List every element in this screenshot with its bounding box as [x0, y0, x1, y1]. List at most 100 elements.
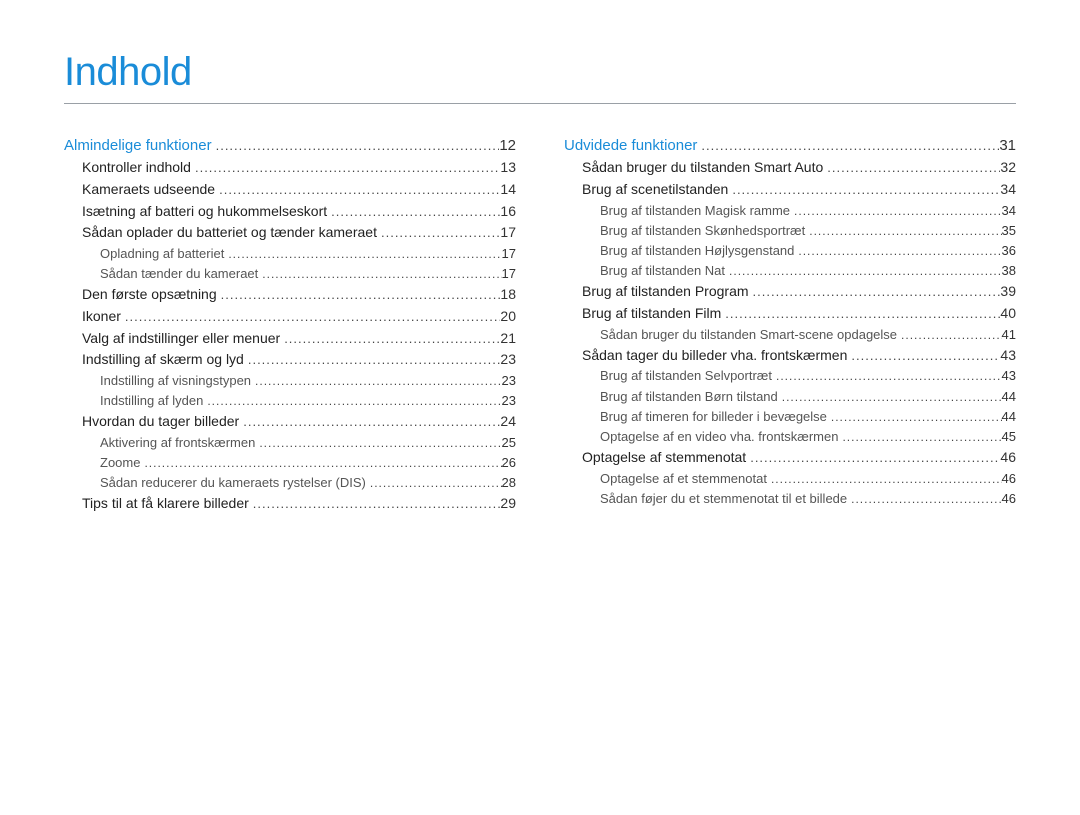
toc-entry-label: Sådan oplader du batteriet og tænder kam… [82, 222, 377, 244]
toc-entry[interactable]: Sådan føjer du et stemmenotat til et bil… [564, 489, 1016, 509]
toc-dot-leader [790, 202, 1002, 221]
toc-page: Indhold Almindelige funktioner12Kontroll… [0, 0, 1080, 815]
toc-entry[interactable]: Optagelse af stemmenotat46 [564, 447, 1016, 469]
toc-entry[interactable]: Den første opsætning18 [64, 284, 516, 306]
toc-entry-page: 44 [1002, 407, 1016, 427]
toc-entry[interactable]: Udvidede funktioner31 [564, 134, 1016, 157]
toc-entry[interactable]: Indstilling af visningstypen23 [64, 371, 516, 391]
toc-entry-page: 34 [1000, 179, 1016, 201]
toc-entry-label: Kontroller indhold [82, 157, 191, 179]
toc-entry[interactable]: Brug af tilstanden Film40 [564, 303, 1016, 325]
title-rule [64, 103, 1016, 104]
toc-dot-leader [239, 412, 500, 432]
toc-entry-page: 43 [1000, 345, 1016, 367]
toc-dot-leader [251, 372, 502, 391]
toc-entry[interactable]: Brug af tilstanden Børn tilstand44 [564, 387, 1016, 407]
toc-entry-label: Brug af scenetilstanden [582, 179, 728, 201]
toc-entry-page: 41 [1002, 325, 1016, 345]
toc-entry-page: 35 [1002, 221, 1016, 241]
toc-entry[interactable]: Brug af tilstanden Højlysgenstand36 [564, 241, 1016, 261]
toc-entry[interactable]: Sådan bruger du tilstanden Smart-scene o… [564, 325, 1016, 345]
toc-dot-leader [827, 408, 1002, 427]
toc-entry[interactable]: Sådan reducerer du kameraets rystelser (… [64, 473, 516, 493]
toc-dot-leader [838, 428, 1001, 447]
toc-entry-label: Isætning af batteri og hukommelseskort [82, 201, 327, 223]
toc-entry-label: Zoome [100, 453, 140, 473]
toc-dot-leader [721, 304, 1000, 324]
toc-entry[interactable]: Brug af tilstanden Selvportræt43 [564, 366, 1016, 386]
toc-entry-label: Optagelse af et stemmenotat [600, 469, 767, 489]
toc-entry[interactable]: Kontroller indhold 13 [64, 157, 516, 179]
toc-entry-label: Hvordan du tager billeder [82, 411, 239, 433]
toc-entry-page: 16 [500, 201, 516, 223]
toc-entry[interactable]: Sådan tænder du kameraet17 [64, 264, 516, 284]
toc-entry-label: Brug af tilstanden Magisk ramme [600, 201, 790, 221]
toc-dot-leader [725, 262, 1002, 281]
toc-entry-label: Brug af tilstanden Program [582, 281, 749, 303]
toc-entry-label: Optagelse af stemmenotat [582, 447, 746, 469]
toc-dot-leader [255, 434, 501, 453]
toc-entry-label: Kameraets udseende [82, 179, 215, 201]
toc-dot-leader [377, 223, 500, 243]
toc-entry[interactable]: Brug af timeren for billeder i bevægelse… [564, 407, 1016, 427]
toc-entry-label: Udvidede funktioner [564, 134, 697, 157]
toc-dot-leader [258, 265, 501, 284]
toc-entry[interactable]: Indstilling af skærm og lyd 23 [64, 349, 516, 371]
toc-entry-label: Brug af tilstanden Skønhedsportræt [600, 221, 805, 241]
toc-dot-leader [728, 180, 1000, 200]
toc-entry[interactable]: Brug af tilstanden Program39 [564, 281, 1016, 303]
toc-entry-label: Aktivering af frontskærmen [100, 433, 255, 453]
toc-entry-page: 13 [500, 157, 516, 179]
toc-entry-label: Optagelse af en video vha. frontskærmen [600, 427, 838, 447]
toc-entry[interactable]: Hvordan du tager billeder 24 [64, 411, 516, 433]
toc-entry[interactable]: Valg af indstillinger eller menuer21 [64, 328, 516, 350]
toc-entry-page: 14 [500, 179, 516, 201]
toc-entry-label: Brug af tilstanden Nat [600, 261, 725, 281]
toc-entry[interactable]: Sådan bruger du tilstanden Smart Auto32 [564, 157, 1016, 179]
toc-entry-label: Den første opsætning [82, 284, 217, 306]
toc-dot-leader [749, 282, 1001, 302]
toc-entry-label: Brug af tilstanden Film [582, 303, 721, 325]
toc-entry-page: 23 [500, 349, 516, 371]
toc-entry-page: 12 [499, 134, 516, 157]
toc-entry[interactable]: Brug af scenetilstanden 34 [564, 179, 1016, 201]
toc-entry[interactable]: Brug af tilstanden Nat 38 [564, 261, 1016, 281]
toc-entry-label: Brug af tilstanden Selvportræt [600, 366, 772, 386]
toc-entry-page: 23 [502, 371, 516, 391]
toc-entry[interactable]: Brug af tilstanden Skønhedsportræt 35 [564, 221, 1016, 241]
toc-entry-page: 28 [502, 473, 516, 493]
toc-entry[interactable]: Isætning af batteri og hukommelseskort 16 [64, 201, 516, 223]
toc-entry-label: Indstilling af skærm og lyd [82, 349, 244, 371]
toc-entry[interactable]: Aktivering af frontskærmen25 [64, 433, 516, 453]
toc-entry[interactable]: Optagelse af et stemmenotat 46 [564, 469, 1016, 489]
toc-entry[interactable]: Zoome26 [64, 453, 516, 473]
toc-dot-leader [897, 326, 1002, 345]
toc-entry-page: 20 [500, 306, 516, 328]
toc-entry[interactable]: Optagelse af en video vha. frontskærmen 4… [564, 427, 1016, 447]
toc-entry[interactable]: Kameraets udseende 14 [64, 179, 516, 201]
page-title: Indhold [64, 50, 1016, 95]
toc-entry-label: Opladning af batteriet [100, 244, 224, 264]
toc-entry-label: Sådan tager du billeder vha. frontskærme… [582, 345, 847, 367]
toc-entry[interactable]: Sådan tager du billeder vha. frontskærme… [564, 345, 1016, 367]
toc-dot-leader [191, 158, 500, 178]
toc-entry-page: 24 [500, 411, 516, 433]
toc-entry[interactable]: Brug af tilstanden Magisk ramme34 [564, 201, 1016, 221]
toc-columns: Almindelige funktioner12Kontroller indho… [64, 134, 1016, 515]
toc-dot-leader [121, 307, 501, 327]
toc-dot-leader [697, 136, 999, 156]
toc-entry-page: 46 [1002, 469, 1016, 489]
toc-entry[interactable]: Tips til at få klarere billeder29 [64, 493, 516, 515]
toc-entry-page: 45 [1002, 427, 1016, 447]
toc-entry-page: 38 [1002, 261, 1016, 281]
toc-dot-leader [847, 346, 1000, 366]
toc-entry[interactable]: Indstilling af lyden23 [64, 391, 516, 411]
toc-left-column: Almindelige funktioner12Kontroller indho… [64, 134, 516, 515]
toc-entry[interactable]: Sådan oplader du batteriet og tænder kam… [64, 222, 516, 244]
toc-entry[interactable]: Almindelige funktioner12 [64, 134, 516, 157]
toc-dot-leader [215, 180, 500, 200]
toc-entry-label: Sådan føjer du et stemmenotat til et bil… [600, 489, 847, 509]
toc-entry-page: 29 [500, 493, 516, 515]
toc-entry[interactable]: Opladning af batteriet17 [64, 244, 516, 264]
toc-entry[interactable]: Ikoner20 [64, 306, 516, 328]
